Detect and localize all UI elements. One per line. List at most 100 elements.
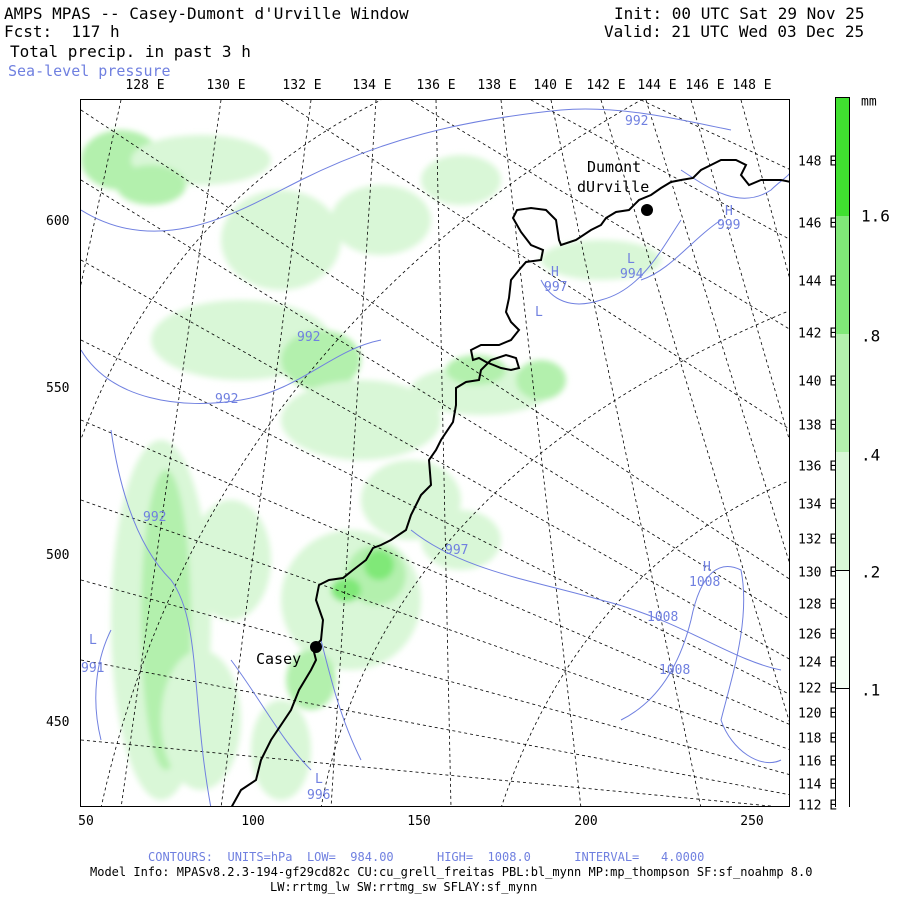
meridian	[81, 100, 122, 286]
meridian	[550, 100, 701, 806]
bottom-axis-label: 50	[78, 814, 94, 829]
colorbar-label: .4	[861, 445, 881, 465]
colorbar-unit: mm	[861, 94, 877, 110]
right-lon-label: 144 E	[798, 274, 838, 290]
colorbar-cell	[836, 452, 849, 570]
isobar	[81, 108, 732, 232]
precip-area	[541, 240, 661, 280]
latitude-arc	[501, 480, 789, 806]
precip-area	[286, 650, 336, 710]
contour-label: 992	[143, 510, 167, 525]
meridian	[600, 100, 789, 722]
precip-area	[281, 330, 361, 390]
isobar	[230, 659, 312, 771]
colorbar-cell	[836, 570, 849, 689]
bottom-axis-label: 150	[407, 814, 431, 829]
isobar	[320, 639, 362, 761]
parallel	[81, 739, 775, 806]
right-lon-label: 142 E	[798, 326, 838, 342]
parallel	[81, 659, 789, 796]
valid-time: Valid: 21 UTC Wed 03 Dec 25	[604, 22, 865, 41]
map-canvas	[81, 100, 789, 806]
dumont-label-line1: Dumont	[587, 158, 642, 176]
parallel	[81, 339, 789, 695]
meridian	[120, 100, 222, 806]
low-marker: L	[315, 772, 323, 787]
right-lon-label: 148 E	[798, 154, 838, 170]
top-lon-label: 148 E	[732, 78, 772, 93]
colorbar-cell	[836, 688, 849, 807]
meridian	[330, 100, 377, 806]
contour-label: 992	[215, 392, 239, 407]
contour-label: 992	[297, 330, 321, 345]
high-marker: H	[703, 560, 711, 575]
precip-area	[191, 500, 271, 620]
latitude-arc	[320, 310, 789, 806]
parallel	[530, 100, 789, 240]
dumont-durville-station-marker[interactable]	[641, 204, 653, 216]
precip-area	[516, 360, 566, 400]
antarctic-coast	[230, 159, 789, 806]
top-lon-label: 140 E	[533, 78, 573, 93]
isobar	[680, 169, 789, 199]
precip-area	[421, 155, 501, 205]
meridian	[500, 100, 582, 806]
chart-title: AMPS MPAS -- Casey-Dumont d'Urville Wind…	[4, 4, 409, 23]
right-lon-label: 116 E	[798, 754, 838, 770]
right-lon-label: 122 E	[798, 681, 838, 697]
low-marker: L	[89, 633, 97, 648]
precip-area	[446, 355, 506, 385]
field-label: Total precip. in past 3 h	[10, 42, 251, 61]
right-lon-label: 136 E	[798, 459, 838, 475]
physics-info: LW:rrtmg_lw SW:rrtmg_sw SFLAY:sf_mynn	[270, 880, 538, 894]
forecast-hour: Fcst: 117 h	[4, 22, 120, 41]
right-lon-label: 112 E	[798, 798, 838, 814]
right-lon-label: 114 E	[798, 777, 838, 793]
parallel	[81, 419, 789, 725]
colorbar-cell	[836, 334, 849, 452]
precip-area	[116, 165, 186, 205]
right-lon-label: 124 E	[798, 655, 838, 671]
map-panel[interactable]: 992 992 992 992 997 997 994 999 1008 100…	[80, 99, 790, 807]
low-marker: L	[535, 305, 543, 320]
right-lon-label: 128 E	[798, 597, 838, 613]
right-lon-label: 118 E	[798, 731, 838, 747]
top-lon-label: 128 E	[125, 78, 165, 93]
right-lon-label: 120 E	[798, 706, 838, 722]
contour-label: 997	[544, 280, 568, 295]
pressure-contours	[81, 108, 789, 806]
isobar	[95, 629, 112, 741]
parallel	[640, 100, 789, 170]
precip-colorbar	[835, 97, 850, 807]
precip-area	[331, 578, 361, 602]
contour-label: 999	[717, 218, 741, 233]
meridian	[435, 100, 452, 806]
bottom-axis-label: 100	[241, 814, 265, 829]
meridian	[645, 100, 789, 563]
init-time: Init: 00 UTC Sat 29 Nov 25	[614, 4, 865, 23]
latitude-arc	[101, 100, 642, 806]
isobar	[620, 566, 782, 764]
right-lon-label: 134 E	[798, 497, 838, 513]
high-marker: H	[725, 204, 733, 219]
isobar	[540, 219, 682, 305]
precip-area	[221, 190, 341, 290]
top-lon-label: 132 E	[282, 78, 322, 93]
top-lon-label: 142 E	[586, 78, 626, 93]
parallel	[280, 100, 789, 430]
precip-area	[161, 650, 241, 790]
low-marker: L	[627, 252, 635, 267]
contour-label: 997	[445, 543, 469, 558]
top-lon-label: 144 E	[637, 78, 677, 93]
left-axis-label: 550	[46, 381, 70, 396]
meridian	[740, 100, 789, 278]
parallel	[81, 579, 789, 775]
top-lon-label: 138 E	[477, 78, 517, 93]
isobar	[81, 339, 382, 404]
contour-info: CONTOURS: UNITS=hPa LOW= 984.00 HIGH= 10…	[148, 850, 705, 864]
colorbar-label: .1	[861, 680, 881, 700]
casey-station-marker[interactable]	[310, 641, 322, 653]
precip-area	[411, 365, 551, 415]
colorbar-label: .2	[861, 562, 881, 582]
model-info: Model Info: MPASv8.2.3-194-gf29cd82c CU:…	[90, 865, 813, 879]
